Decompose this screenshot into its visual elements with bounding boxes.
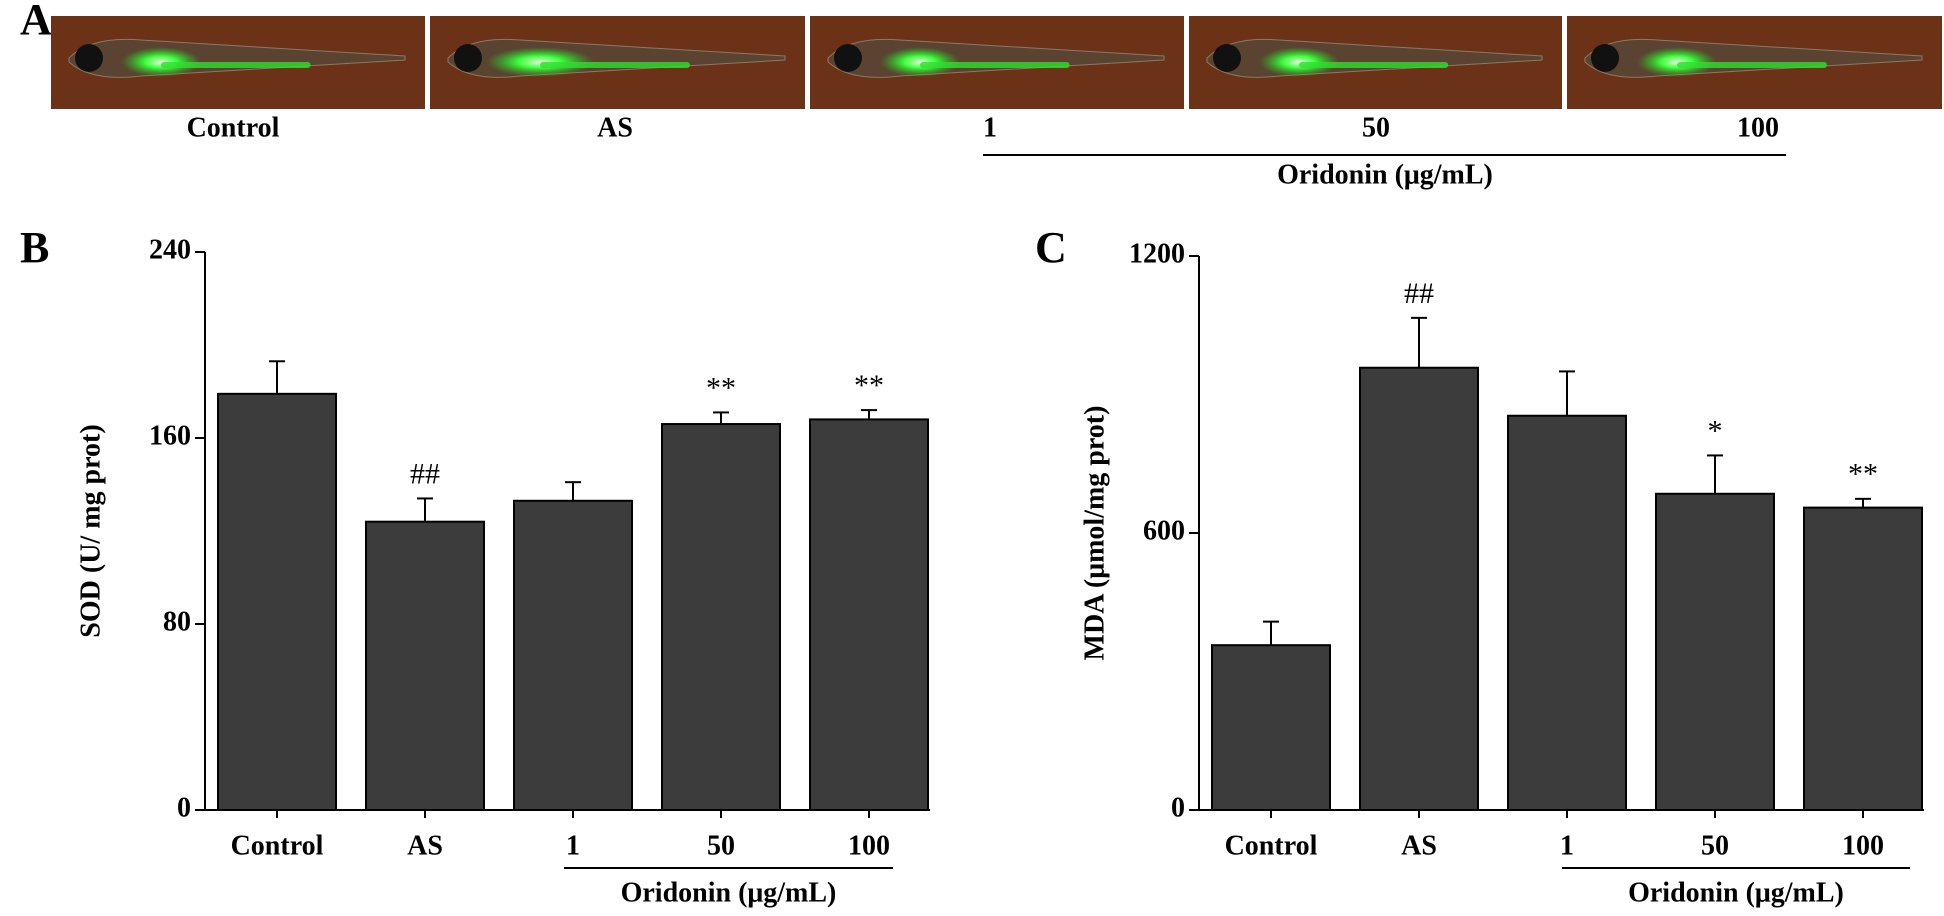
fish-eye bbox=[75, 44, 103, 72]
x-tick-label: 1 bbox=[1560, 830, 1574, 861]
bar bbox=[513, 499, 633, 811]
x-tick-label: AS bbox=[407, 830, 443, 861]
image-label: 1 bbox=[983, 112, 997, 143]
fish-glow bbox=[880, 47, 960, 77]
y-tick-label: 600 bbox=[1143, 515, 1185, 546]
fish-eye bbox=[1213, 44, 1241, 72]
fish-images bbox=[51, 16, 1942, 109]
panel-label: A bbox=[20, 0, 52, 44]
significance-mark: ** bbox=[854, 369, 884, 402]
x-tick-label: 100 bbox=[848, 830, 890, 861]
group-label: Oridonin (μg/mL) bbox=[1277, 159, 1493, 190]
y-axis-label: MDA (μmol/mg prot) bbox=[1079, 406, 1110, 661]
y-tick-label: 1200 bbox=[1129, 238, 1185, 269]
x-tick-label: AS bbox=[1401, 830, 1437, 861]
bar bbox=[1507, 414, 1627, 811]
significance-mark: ## bbox=[1404, 277, 1434, 310]
fish-gut bbox=[1677, 62, 1827, 68]
y-tick-label: 80 bbox=[163, 606, 191, 637]
fish-gut bbox=[161, 62, 311, 68]
fish-eye bbox=[834, 44, 862, 72]
fish-glow bbox=[121, 47, 201, 77]
fish-eye bbox=[454, 44, 482, 72]
fish-eye bbox=[1591, 44, 1619, 72]
bar bbox=[661, 423, 781, 811]
bar bbox=[1803, 506, 1923, 811]
bar bbox=[1655, 492, 1775, 811]
image-label: Control bbox=[187, 112, 280, 143]
x-tick-label: Control bbox=[231, 830, 324, 861]
x-tick-label: 1 bbox=[566, 830, 580, 861]
bar bbox=[365, 520, 485, 811]
fish-gut bbox=[1299, 62, 1449, 68]
x-tick-label: Control bbox=[1225, 830, 1318, 861]
bar bbox=[1211, 644, 1331, 811]
panel-label: B bbox=[20, 223, 49, 272]
y-tick-label: 0 bbox=[1171, 792, 1185, 823]
image-label: AS bbox=[597, 112, 633, 143]
image-label: 100 bbox=[1737, 112, 1779, 143]
significance-mark: * bbox=[1708, 414, 1723, 447]
bar bbox=[1359, 366, 1479, 811]
x-tick-label: 50 bbox=[1701, 830, 1729, 861]
significance-mark: ** bbox=[1848, 458, 1878, 491]
fish-glow bbox=[1259, 47, 1339, 77]
fish-gut bbox=[920, 62, 1070, 68]
bar bbox=[217, 392, 337, 811]
fish-glow bbox=[1637, 47, 1717, 77]
y-tick-label: 160 bbox=[149, 420, 191, 451]
significance-mark: ## bbox=[410, 457, 440, 490]
fish-glow bbox=[486, 47, 594, 77]
bar bbox=[809, 418, 929, 811]
y-axis-label: SOD (U/ mg prot) bbox=[75, 424, 106, 637]
panel-label: C bbox=[1035, 223, 1067, 272]
y-tick-label: 240 bbox=[149, 234, 191, 265]
significance-mark: ** bbox=[706, 371, 736, 404]
fish-gut bbox=[540, 62, 690, 68]
group-label: Oridonin (μg/mL) bbox=[1628, 877, 1844, 908]
y-tick-label: 0 bbox=[177, 792, 191, 823]
x-tick-label: 50 bbox=[707, 830, 735, 861]
image-label: 50 bbox=[1362, 112, 1390, 143]
group-label: Oridonin (μg/mL) bbox=[621, 877, 837, 908]
x-tick-label: 100 bbox=[1842, 830, 1884, 861]
